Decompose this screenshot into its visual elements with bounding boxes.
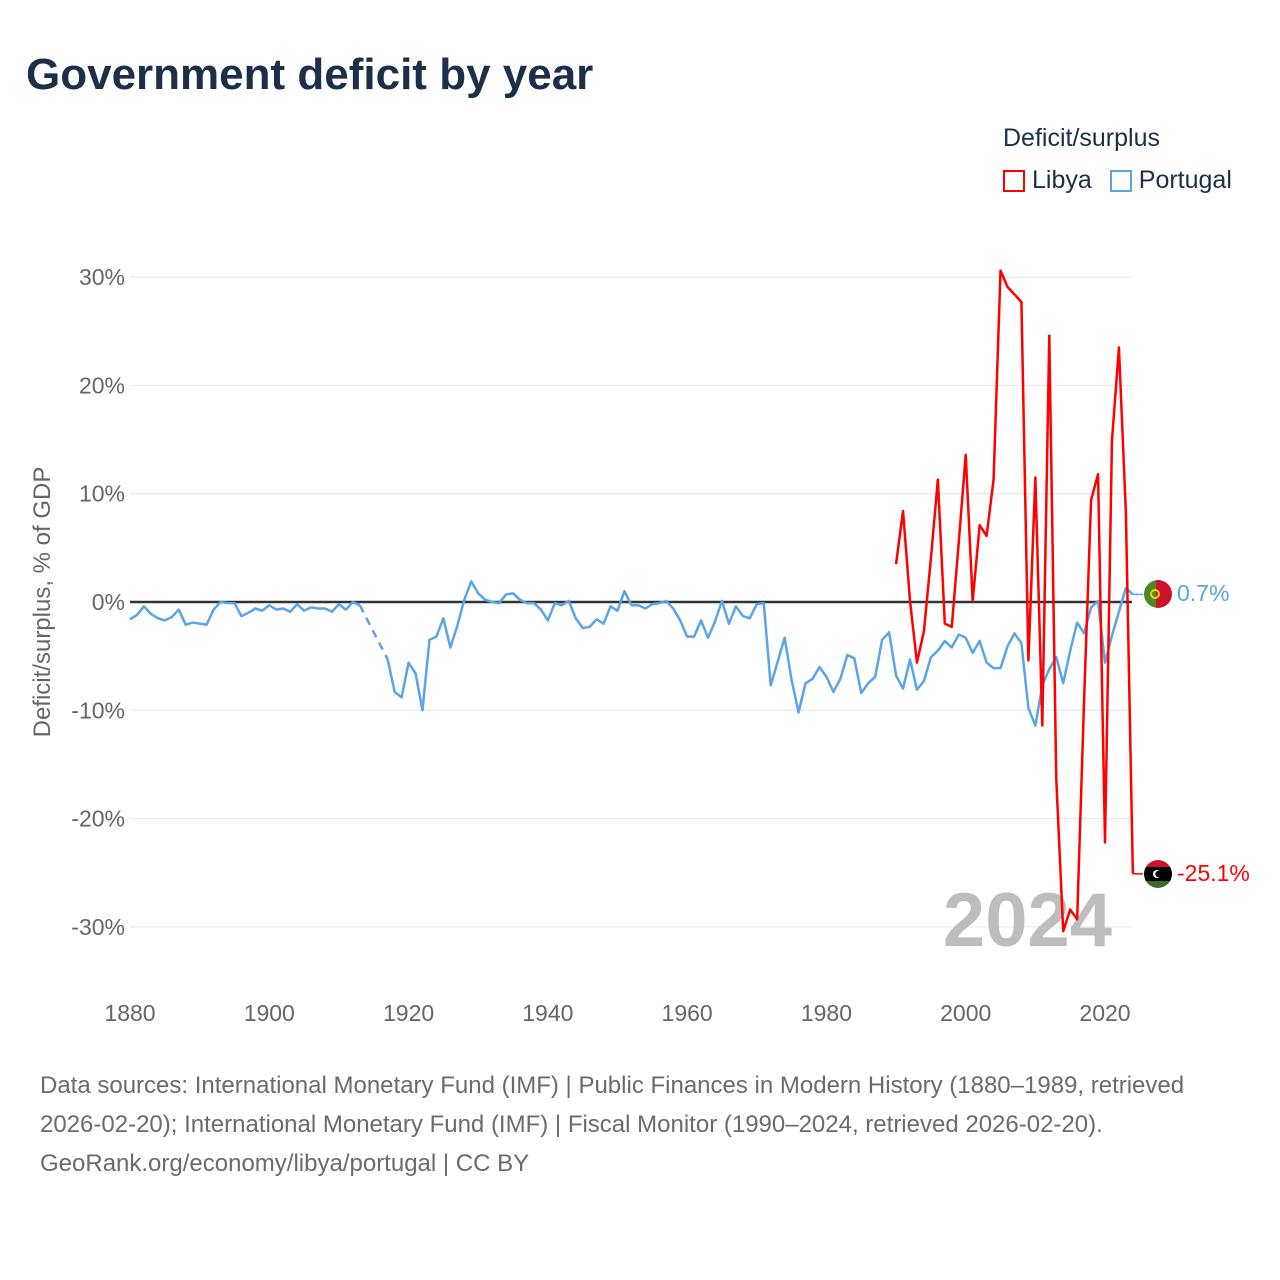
- y-tick-label: -10%: [71, 697, 125, 723]
- line-chart: 30% 20% 10% 0% -10% -20% -30% 1880 1900 1920 1940…: [29, 264, 1250, 1026]
- footer: Data sources: International Monetary Fun…: [40, 1066, 1240, 1183]
- x-tick-labels: 1880 1900 1920 1940 1960 1980 2000 2020: [104, 1000, 1130, 1026]
- libya-flag-icon: [1144, 860, 1172, 888]
- current-year-watermark: 2024: [943, 878, 1112, 963]
- series-libya: [894, 269, 1143, 933]
- series-lines: [129, 269, 1143, 933]
- y-tick-label: 20%: [79, 372, 125, 398]
- y-tick-label: -30%: [71, 914, 125, 940]
- y-axis-label: Deficit/surplus, % of GDP: [29, 467, 56, 738]
- y-tick-label: 10%: [79, 481, 125, 507]
- data-sources: Data sources: International Monetary Fun…: [40, 1072, 1185, 1138]
- series-portugal: [129, 580, 1143, 727]
- x-tick-label: 1940: [522, 1000, 573, 1026]
- legend-label-portugal: Portugal: [1138, 166, 1232, 194]
- y-tick-label: 30%: [79, 264, 125, 290]
- chart-title: Government deficit by year: [26, 50, 594, 99]
- legend-item-portugal[interactable]: Portugal: [1109, 166, 1232, 195]
- series-line: [894, 269, 1135, 933]
- x-tick-label: 1900: [244, 1000, 295, 1026]
- legend: Libya Portugal: [1003, 166, 1232, 195]
- libya-end-label: -25.1%: [1177, 860, 1250, 886]
- x-tick-label: 1980: [801, 1000, 852, 1026]
- x-tick-label: 1960: [662, 1000, 713, 1026]
- x-tick-label: 1880: [104, 1000, 155, 1026]
- gridlines: [130, 276, 1132, 928]
- x-tick-label: 1920: [383, 1000, 434, 1026]
- x-tick-label: 2020: [1079, 1000, 1130, 1026]
- x-tick-label: 2000: [940, 1000, 991, 1026]
- gap-segment: [358, 604, 389, 660]
- portugal-end-label: 0.7%: [1177, 580, 1229, 606]
- series-line: [129, 580, 1134, 727]
- y-tick-label: -20%: [71, 806, 125, 832]
- legend-title: Deficit/surplus: [1003, 124, 1160, 152]
- legend-swatch-libya: [1003, 169, 1025, 192]
- legend-swatch-portugal: [1109, 169, 1132, 192]
- credit-link[interactable]: GeoRank.org/economy/libya/portugal | CC …: [40, 1150, 530, 1177]
- y-tick-label: 0%: [92, 589, 125, 615]
- y-tick-labels: 30% 20% 10% 0% -10% -20% -30%: [71, 264, 125, 940]
- legend-label-libya: Libya: [1032, 166, 1092, 194]
- legend-item-libya[interactable]: Libya: [1003, 166, 1092, 195]
- portugal-flag-icon: [1144, 580, 1172, 608]
